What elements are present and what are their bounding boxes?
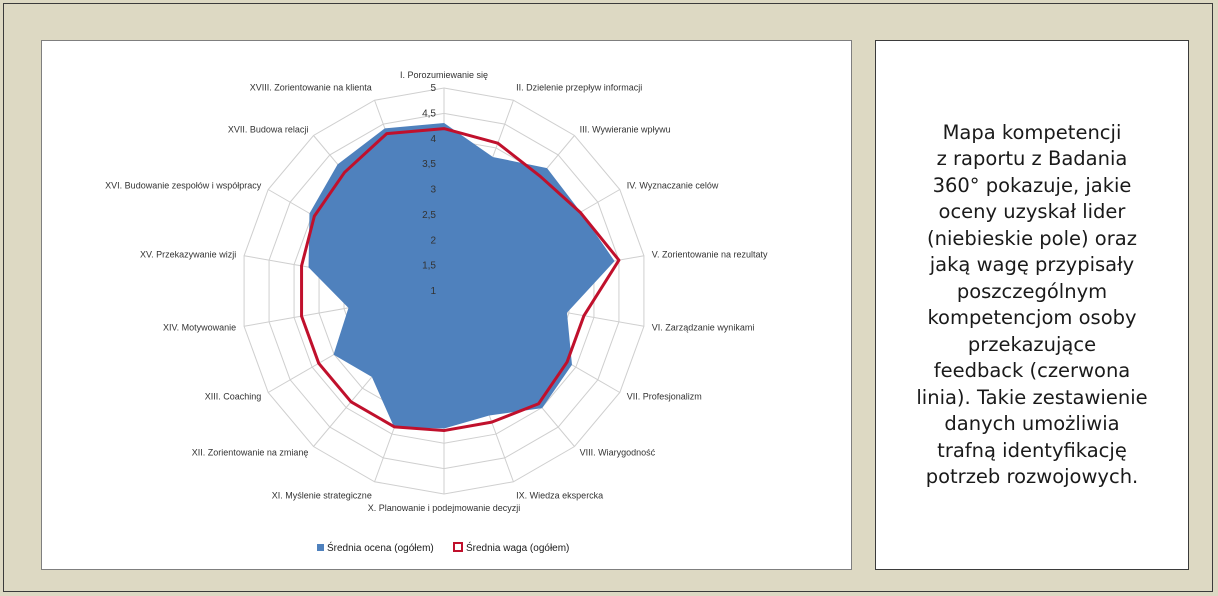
category-label: XVIII. Zorientowanie na klienta: [250, 83, 372, 93]
category-label: VI. Zarządzanie wynikami: [652, 323, 755, 333]
category-label: III. Wywieranie wpływu: [580, 124, 671, 134]
description-box: Mapa kompetencji z raportu z Badania 360…: [875, 40, 1189, 570]
series-area-srednia-ocena: [308, 123, 615, 429]
category-label: XV. Przekazywanie wizji: [140, 249, 236, 259]
category-label: XVI. Budowanie zespołów i współpracy: [105, 181, 262, 191]
radar-chart: 1 1,5 2 2,5 3 3,5 4 4,5 5 I. Porozumiewanie się I…: [41, 40, 852, 570]
radar-series: [300, 123, 621, 433]
category-label: XI. Myślenie strategiczne: [272, 490, 372, 500]
tick-label: 2: [430, 235, 436, 246]
category-label: XIV. Motywowanie: [163, 323, 236, 333]
legend-label-srednia-waga: Średnia waga (ogółem): [466, 541, 569, 554]
legend-swatch-srednia-ocena: [317, 544, 324, 551]
series-line-srednia-waga: [300, 127, 621, 433]
legend-label-srednia-ocena: Średnia ocena (ogółem): [327, 541, 434, 554]
tick-label: 1,5: [422, 261, 436, 272]
category-label: VIII. Wiarygodność: [580, 448, 656, 458]
category-label: IX. Wiedza ekspercka: [516, 490, 603, 500]
tick-label: 4: [430, 134, 436, 145]
tick-label: 3: [430, 185, 436, 196]
category-label: XII. Zorientowanie na zmianę: [192, 448, 309, 458]
radar-tick-labels: 1 1,5 2 2,5 3 3,5 4 4,5 5: [422, 83, 436, 297]
radar-chart-svg: 11,522,533,544,55 I. Porozumiewanie sięI…: [105, 70, 768, 554]
category-label: VII. Profesjonalizm: [627, 392, 702, 402]
tick-label: 5: [430, 83, 436, 94]
description-text: Mapa kompetencji z raportu z Badania 360…: [916, 120, 1148, 489]
category-label: XIII. Coaching: [205, 392, 262, 402]
category-label: II. Dzielenie przepływ informacji: [516, 83, 642, 93]
tick-label: 4,5: [422, 108, 436, 119]
category-label: IV. Wyznaczanie celów: [627, 181, 719, 191]
category-label: XVII. Budowa relacji: [228, 124, 309, 134]
chart-legend: Średnia ocena (ogółem) Średnia waga (ogół…: [317, 541, 569, 554]
category-label: I. Porozumiewanie się: [400, 70, 488, 80]
category-label: X. Planowanie i podejmowanie decyzji: [368, 503, 521, 513]
radar-category-labels: I. Porozumiewanie się II. Dzielenie przep…: [105, 70, 768, 513]
tick-label: 1: [430, 286, 436, 297]
slide-frame: [3, 3, 1213, 592]
tick-label: 3,5: [422, 159, 436, 170]
tick-label: 2,5: [422, 210, 436, 221]
category-label: V. Zorientowanie na rezultaty: [652, 249, 768, 259]
legend-swatch-srednia-waga: [453, 542, 463, 552]
